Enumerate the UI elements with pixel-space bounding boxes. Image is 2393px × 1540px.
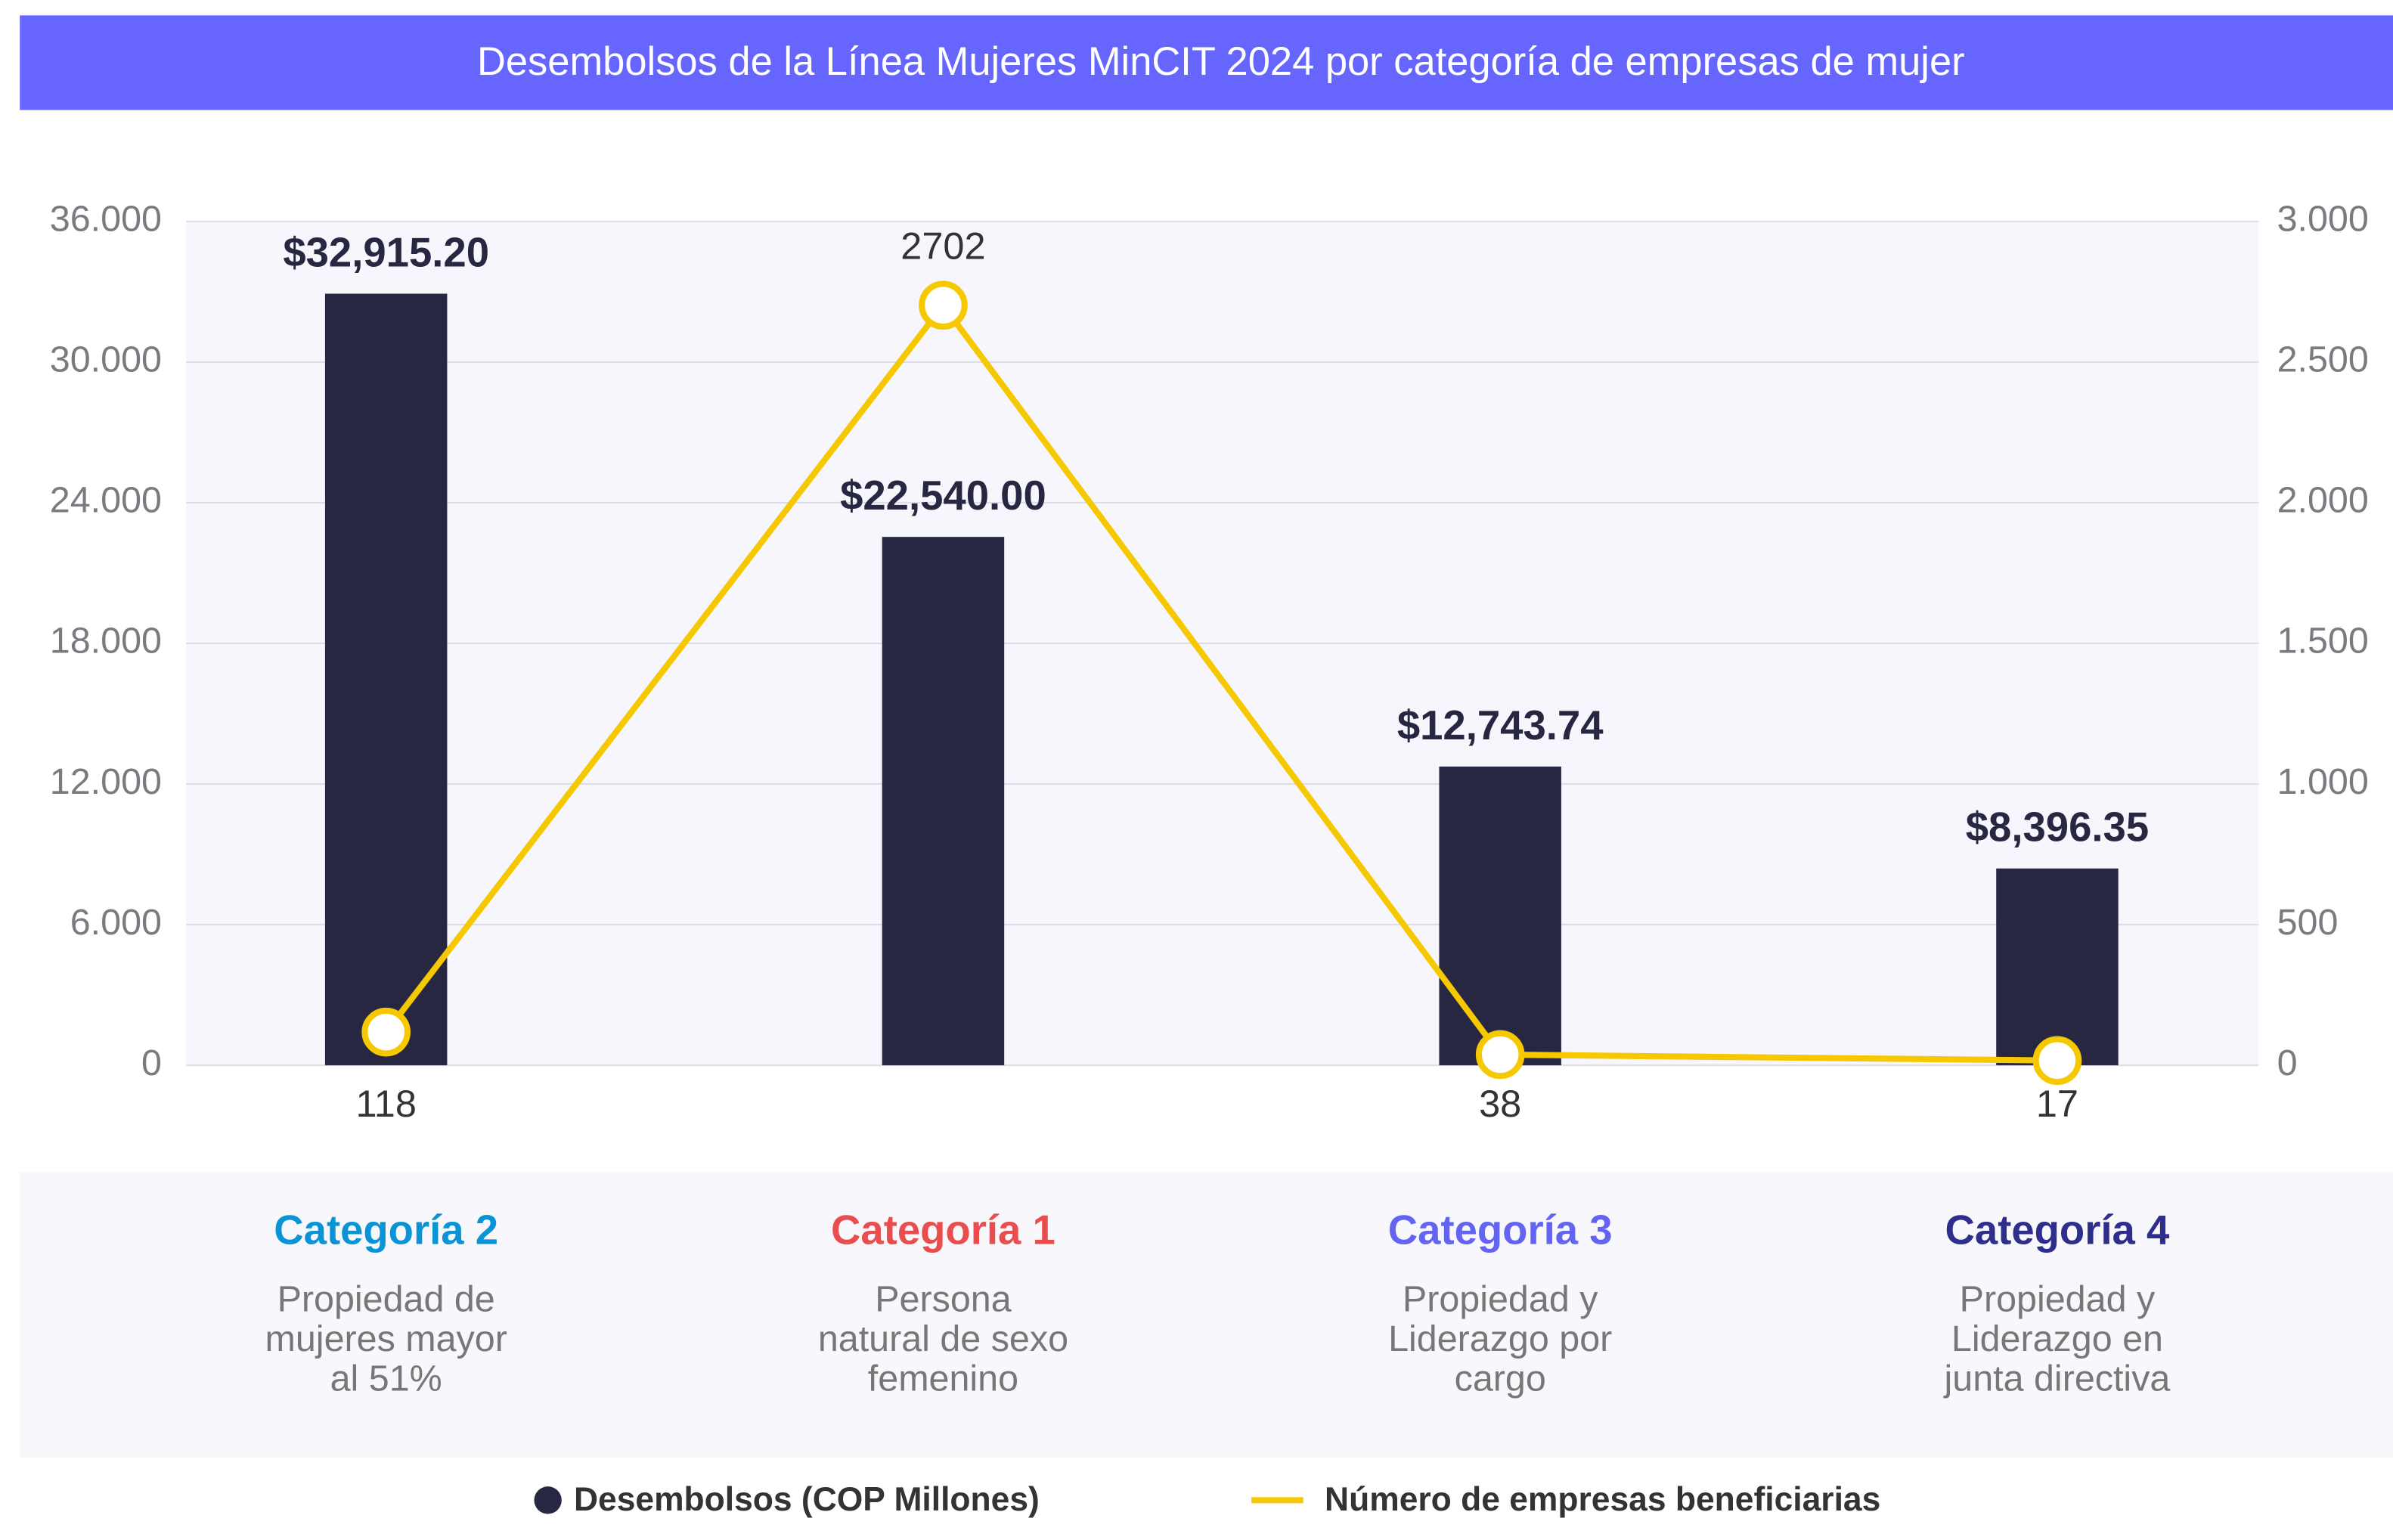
legend-label: Número de empresas beneficiarias bbox=[1325, 1481, 1880, 1518]
line-value-label: 118 bbox=[355, 1082, 416, 1125]
category-description: Persona bbox=[875, 1279, 1011, 1320]
bar-value-label: $22,540.00 bbox=[840, 473, 1046, 519]
line-point bbox=[919, 280, 968, 330]
y-tick-label: 36.000 bbox=[50, 199, 162, 240]
category-description: femenino bbox=[868, 1359, 1018, 1399]
line-point bbox=[1475, 1030, 1525, 1080]
bar bbox=[324, 293, 448, 1066]
line-point bbox=[361, 1007, 411, 1057]
category-description: Propiedad de bbox=[277, 1279, 495, 1320]
y-tick-label: 30.000 bbox=[50, 339, 162, 380]
bar-value-label: $8,396.35 bbox=[1966, 804, 2149, 851]
y2-tick-label: 2.000 bbox=[2277, 480, 2369, 521]
category-label: Categoría 2 bbox=[274, 1207, 498, 1253]
line-point bbox=[2032, 1036, 2082, 1086]
bar bbox=[1996, 868, 2119, 1066]
category-description: mujeres mayor bbox=[265, 1318, 507, 1359]
category-description: junta directiva bbox=[1943, 1359, 2171, 1399]
y-tick-label: 12.000 bbox=[50, 761, 162, 802]
category-description: Propiedad y bbox=[1403, 1279, 1598, 1320]
category-description: Liderazgo en bbox=[1951, 1318, 2163, 1359]
y2-tick-label: 1.000 bbox=[2277, 761, 2369, 802]
bar-value-label: $12,743.74 bbox=[1397, 702, 1604, 748]
category-panel bbox=[20, 1172, 2393, 1458]
line-value-label: 38 bbox=[1479, 1082, 1521, 1125]
category-label: Categoría 4 bbox=[1945, 1207, 2170, 1253]
category-description: cargo bbox=[1455, 1359, 1546, 1399]
category-label: Categoría 3 bbox=[1388, 1207, 1613, 1253]
line bbox=[383, 300, 2057, 1064]
category-description: Liderazgo por bbox=[1388, 1318, 1612, 1359]
category-label: Categoría 1 bbox=[831, 1207, 1055, 1253]
category-description: al 51% bbox=[330, 1359, 442, 1399]
y2-tick-label: 0 bbox=[2277, 1043, 2298, 1083]
bar bbox=[1439, 766, 1561, 1066]
bar bbox=[882, 537, 1005, 1066]
y-tick-label: 18.000 bbox=[50, 621, 162, 662]
legend-label: Desembolsos (COP Millones) bbox=[574, 1481, 1040, 1518]
line-value-label: 17 bbox=[2036, 1082, 2078, 1125]
chart-title: Desembolsos de la Línea Mujeres MinCIT 2… bbox=[477, 39, 1965, 84]
title-bar bbox=[20, 15, 2393, 110]
y2-tick-label: 500 bbox=[2277, 902, 2339, 943]
legend-swatch bbox=[534, 1486, 562, 1514]
y-tick-label: 0 bbox=[141, 1043, 162, 1083]
bar-value-label: $32,915.20 bbox=[283, 229, 489, 275]
y2-tick-label: 2.500 bbox=[2277, 339, 2369, 380]
category-description: Propiedad y bbox=[1960, 1279, 2156, 1320]
line-value-label: 2702 bbox=[900, 224, 985, 267]
y2-tick-label: 1.500 bbox=[2277, 621, 2369, 662]
y2-tick-label: 3.000 bbox=[2277, 199, 2369, 240]
y-tick-label: 6.000 bbox=[70, 902, 162, 943]
category-description: natural de sexo bbox=[818, 1318, 1068, 1359]
y-tick-label: 24.000 bbox=[50, 480, 162, 521]
